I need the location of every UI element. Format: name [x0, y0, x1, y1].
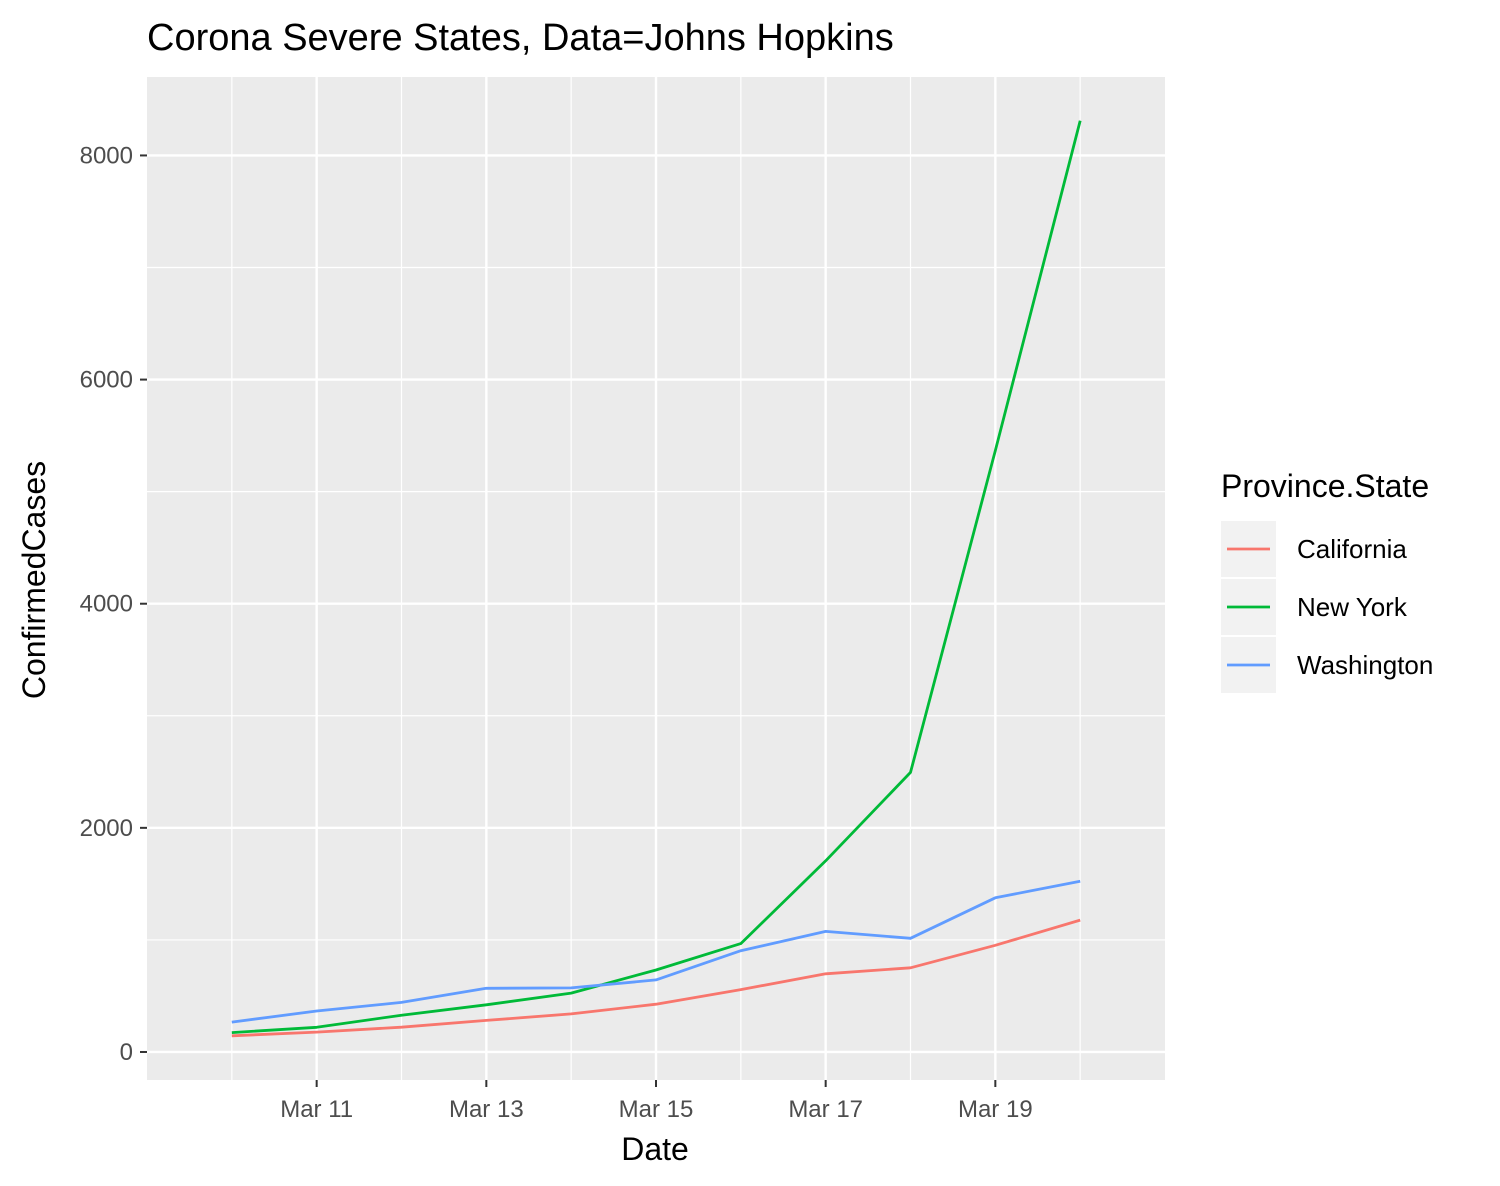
- legend-title: Province.State: [1221, 468, 1429, 504]
- x-tick-label: Mar 17: [788, 1096, 863, 1123]
- series-line-california: [231, 918, 1081, 1038]
- legend-label-new-york: New York: [1297, 592, 1408, 622]
- x-axis-title: Date: [621, 1131, 689, 1167]
- x-tick-label: Mar 13: [449, 1096, 524, 1123]
- y-axis-title: ConfirmedCases: [16, 461, 52, 699]
- y-tick-label: 6000: [80, 367, 133, 394]
- legend: Province.State California New York Washing…: [1221, 468, 1433, 693]
- y-tick-label: 4000: [80, 591, 133, 618]
- series-line-washington: [231, 879, 1081, 1024]
- legend-label-washington: Washington: [1297, 650, 1433, 680]
- y-tick-label: 8000: [80, 142, 133, 169]
- legend-label-california: California: [1297, 534, 1407, 564]
- series-line-new-york: [231, 120, 1082, 1034]
- x-tick-label: Mar 11: [280, 1096, 353, 1123]
- x-tick-label: Mar 19: [958, 1096, 1033, 1123]
- y-tick-label: 0: [120, 1039, 133, 1066]
- chart-title: Corona Severe States, Data=Johns Hopkins: [147, 17, 894, 59]
- y-tick-label: 2000: [80, 815, 133, 842]
- x-tick-label: Mar 15: [619, 1096, 694, 1123]
